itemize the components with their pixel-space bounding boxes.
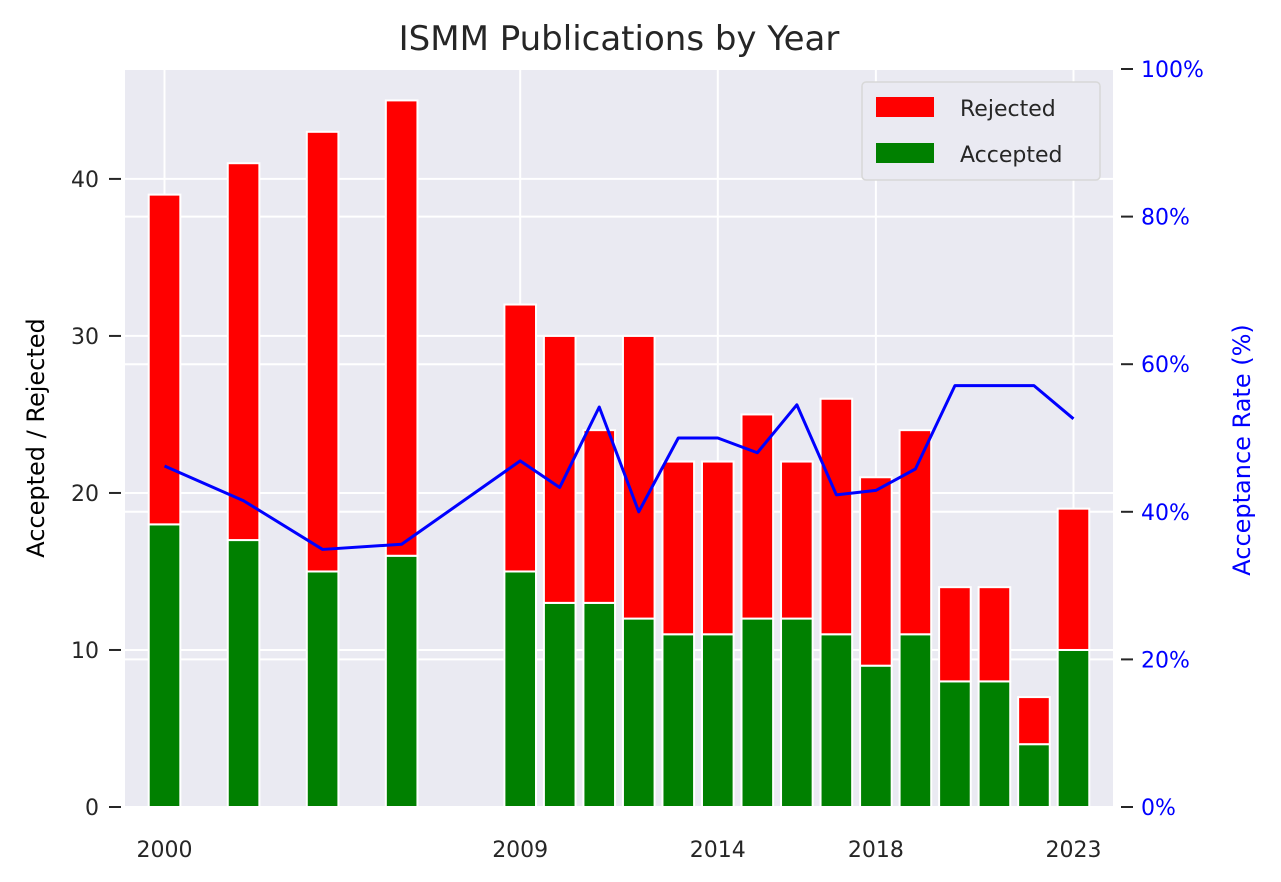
bar-rejected <box>147 193 182 526</box>
bar-accepted <box>503 570 538 808</box>
bar-rejected <box>780 460 814 620</box>
bar-accepted <box>621 617 656 808</box>
bar-rejected <box>1017 696 1051 746</box>
legend-label-accepted: Accepted <box>960 143 1062 168</box>
y-tick-label: 20 <box>71 482 99 507</box>
acceptance-rate-series <box>163 384 1075 551</box>
bar-accepted <box>661 633 696 809</box>
bar-accepted <box>819 633 854 809</box>
y-tick-label: 30 <box>71 325 99 350</box>
bar-accepted <box>977 680 1012 809</box>
bar-accepted <box>898 633 933 809</box>
bar-rejected <box>819 397 854 636</box>
right-axis: 0% 20% 40% 60% 80% 100% <box>1121 58 1204 821</box>
y2-tick-label: 80% <box>1141 206 1190 231</box>
legend: Rejected Accepted <box>861 81 1101 181</box>
bar-rejected <box>859 476 893 667</box>
y2-tick-label: 40% <box>1141 501 1190 526</box>
bar-rejected <box>898 429 933 636</box>
bar-accepted <box>938 680 972 809</box>
bar-rejected <box>977 586 1012 683</box>
bar-rejected <box>384 99 419 557</box>
legend-label-rejected: Rejected <box>960 97 1056 122</box>
y-tick-label: 0 <box>85 796 99 821</box>
bar-rejected <box>582 429 617 604</box>
y2-tick-label: 20% <box>1141 648 1190 673</box>
x-tick-label: 2018 <box>848 838 904 863</box>
left-axis: 0 10 20 30 40 <box>71 168 121 821</box>
bar-rejected <box>661 460 696 636</box>
bar-accepted <box>700 633 735 809</box>
bar-rejected <box>503 303 538 573</box>
y2-axis-label: Acceptance Rate (%) <box>1228 324 1256 576</box>
bar-accepted <box>226 539 261 808</box>
bar-accepted <box>582 601 617 808</box>
bar-accepted <box>1056 648 1091 808</box>
bar-accepted <box>305 570 340 808</box>
bar-accepted <box>1017 743 1051 808</box>
x-tick-label: 2014 <box>690 838 746 863</box>
bar-accepted <box>384 554 419 808</box>
bar-rejected <box>1056 507 1091 651</box>
bar-rejected <box>740 413 775 620</box>
bar-accepted <box>542 601 577 808</box>
bar-rejected <box>226 162 261 542</box>
legend-swatch-accepted <box>876 143 934 163</box>
acceptance-rate-line <box>163 384 1075 551</box>
bars <box>147 99 1091 809</box>
bar-rejected <box>938 586 972 683</box>
grid <box>125 68 1113 808</box>
bar-rejected <box>621 334 656 620</box>
x-tick-label: 2009 <box>492 838 548 863</box>
bar-rejected <box>305 130 340 573</box>
x-tick-label: 2000 <box>137 838 193 863</box>
y-tick-label: 40 <box>71 168 99 193</box>
bar-rejected <box>542 334 577 604</box>
bar-accepted <box>740 617 775 808</box>
bar-rejected <box>700 460 735 636</box>
chart-title: ISMM Publications by Year <box>399 19 840 59</box>
legend-swatch-rejected <box>876 97 934 117</box>
x-tick-label: 2023 <box>1045 838 1101 863</box>
y2-tick-label: 60% <box>1141 353 1190 378</box>
y-tick-label: 10 <box>71 639 99 664</box>
bar-accepted <box>147 523 182 808</box>
bar-accepted <box>859 664 893 808</box>
y-axis-label: Accepted / Rejected <box>22 318 50 558</box>
x-axis: 2000 2009 2014 2018 2023 <box>137 838 1102 863</box>
y2-tick-label: 0% <box>1141 796 1176 821</box>
bar-accepted <box>780 617 814 808</box>
y2-tick-label: 100% <box>1141 58 1204 83</box>
